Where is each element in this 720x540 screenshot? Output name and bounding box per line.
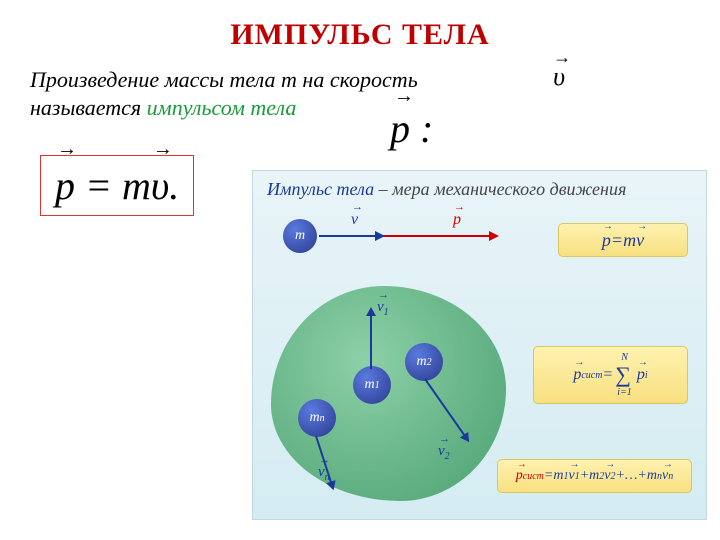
formula-m: m	[122, 163, 151, 208]
c1-p: p	[602, 230, 611, 251]
c1-v: v	[636, 230, 644, 251]
c1-eq: =	[611, 230, 623, 251]
c3-m2: m	[589, 468, 599, 484]
vn-s: n	[325, 472, 330, 483]
c3-p2: +	[616, 468, 625, 484]
label-vn: vn	[318, 464, 330, 483]
panel-title-rest: – мера механического движения	[374, 179, 626, 199]
label-v1: v1	[377, 299, 389, 318]
c2-isub: i	[645, 370, 648, 381]
c2-sum: N∑i=1	[615, 362, 631, 388]
v2-l: v	[438, 443, 445, 459]
formula-card-1: p = mv	[558, 223, 688, 257]
def-part-a: Произведение массы тела	[30, 67, 281, 92]
c3-nb: n	[668, 471, 673, 482]
mn-s: n	[320, 413, 325, 424]
mass-ball-top: m	[283, 219, 317, 253]
c2-p: p	[573, 366, 581, 384]
c3-v2: v	[604, 468, 610, 484]
formula-eq: =	[75, 163, 122, 208]
c2-N: N	[621, 352, 628, 363]
m2-s: 2	[427, 357, 432, 368]
def-part-c: называется	[30, 95, 147, 120]
formula-dot: .	[169, 163, 179, 208]
formula-card-2: pсист= N∑i=1 pi	[533, 346, 688, 404]
v2-s: 2	[445, 451, 450, 462]
formula-card-3: pсист= m1v1+m2v2+… +mnvn	[497, 459, 692, 493]
mass-ball-m2: m2	[405, 343, 443, 381]
c2-eq: =	[602, 366, 613, 384]
formula-p: p	[55, 162, 75, 209]
c1-m: m	[623, 230, 636, 251]
c2-sigma: ∑	[615, 362, 631, 387]
c3-p1: +	[580, 468, 589, 484]
definition-text: Произведение массы тела m на скорость на…	[0, 52, 720, 121]
label-p-top: p	[453, 211, 461, 229]
velocity-arrow	[319, 235, 377, 237]
p-colon-symbol: p :	[390, 105, 433, 152]
diagram-panel: Импульс тела – мера механического движен…	[252, 170, 707, 520]
c3-p: p	[516, 468, 523, 484]
m1-s: 1	[375, 380, 380, 391]
m2-l: m	[416, 354, 426, 370]
c3-vn: v	[662, 468, 668, 484]
mn-l: m	[309, 410, 319, 426]
main-formula-box: p = mυ.	[40, 155, 194, 216]
c2-i1: i=1	[617, 387, 632, 398]
def-mass-m: m	[281, 67, 297, 92]
vn-l: v	[318, 464, 325, 480]
velocity-vector-symbol: υ	[553, 62, 565, 92]
c3-dots: …	[625, 468, 637, 484]
p-vector: p	[390, 106, 410, 151]
mass-ball-m1: m1	[353, 366, 391, 404]
c3-m1: m	[553, 468, 563, 484]
panel-title-blue: Импульс тела	[267, 179, 374, 199]
formula-v: υ	[151, 162, 169, 209]
v1-s: 1	[384, 307, 389, 318]
label-v2: v2	[438, 443, 450, 462]
m1-l: m	[364, 377, 374, 393]
c3-eq: =	[544, 468, 553, 484]
mass-ball-mn: mn	[298, 399, 336, 437]
v1-l: v	[377, 299, 384, 315]
page-title: ИМПУЛЬС ТЕЛА	[0, 0, 720, 52]
c2-pi: p	[637, 366, 645, 384]
c3-p3: +	[637, 468, 646, 484]
c2-sub: сист	[581, 370, 602, 381]
arrow-v1	[370, 314, 372, 369]
c3-sub: сист	[523, 471, 544, 482]
def-highlight: импульсом тела	[147, 95, 297, 120]
label-v-top: v	[351, 211, 358, 229]
c3-v1: v	[568, 468, 574, 484]
c3-mn: m	[647, 468, 657, 484]
panel-title: Импульс тела – мера механического движен…	[267, 179, 626, 200]
